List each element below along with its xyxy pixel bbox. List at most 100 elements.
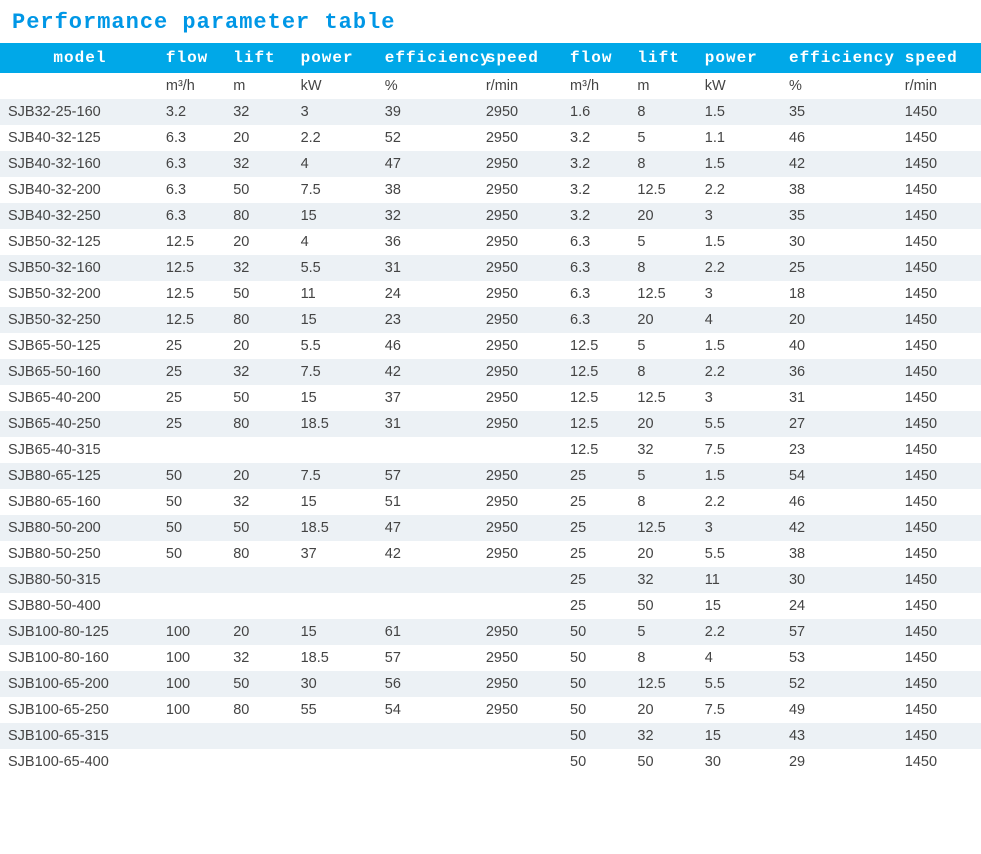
cell: 39 [377, 99, 478, 125]
cell: 25 [562, 593, 629, 619]
cell [225, 593, 292, 619]
cell: 2950 [478, 255, 562, 281]
cell [377, 593, 478, 619]
cell: SJB50-32-125 [0, 229, 158, 255]
cell: SJB65-50-125 [0, 333, 158, 359]
cell: 18.5 [293, 411, 377, 437]
cell: 32 [629, 437, 696, 463]
cell: 1450 [897, 359, 981, 385]
col-header-speed-2: speed [897, 43, 981, 73]
cell: 53 [781, 645, 897, 671]
cell: 2950 [478, 489, 562, 515]
cell: 50 [225, 177, 292, 203]
cell: 38 [781, 541, 897, 567]
cell: 31 [377, 411, 478, 437]
cell: 1.6 [562, 99, 629, 125]
cell [293, 567, 377, 593]
table-row: SJB65-40-20025501537295012.512.53311450 [0, 385, 981, 411]
cell: 18.5 [293, 645, 377, 671]
cell: 27 [781, 411, 897, 437]
cell: 30 [293, 671, 377, 697]
cell: 1450 [897, 593, 981, 619]
cell: 50 [562, 645, 629, 671]
cell: SJB65-40-200 [0, 385, 158, 411]
cell: 20 [225, 619, 292, 645]
cell: 1450 [897, 203, 981, 229]
cell [293, 437, 377, 463]
cell: 20 [629, 411, 696, 437]
cell: SJB80-50-200 [0, 515, 158, 541]
cell: 6.3 [562, 229, 629, 255]
cell: 18.5 [293, 515, 377, 541]
cell: 12.5 [629, 671, 696, 697]
col-header-power-2: power [697, 43, 781, 73]
cell: 1450 [897, 489, 981, 515]
cell: 80 [225, 541, 292, 567]
cell: 25 [562, 463, 629, 489]
cell: 32 [629, 567, 696, 593]
cell: 8 [629, 359, 696, 385]
cell: 32 [225, 99, 292, 125]
col-header-model: model [0, 43, 158, 73]
cell: SJB80-50-315 [0, 567, 158, 593]
unit-speed-1: r/min [478, 73, 562, 99]
cell: 18 [781, 281, 897, 307]
cell: 32 [377, 203, 478, 229]
performance-table: model flow lift power efficiency speed f… [0, 43, 981, 775]
table-row: SJB50-32-20012.550112429506.312.53181450 [0, 281, 981, 307]
cell: 2.2 [697, 489, 781, 515]
table-row: SJB80-50-200505018.54729502512.53421450 [0, 515, 981, 541]
cell [293, 749, 377, 775]
cell: 50 [225, 385, 292, 411]
cell: 1450 [897, 463, 981, 489]
cell: SJB100-80-125 [0, 619, 158, 645]
cell: 3.2 [562, 125, 629, 151]
cell: 25 [562, 515, 629, 541]
cell: SJB80-50-400 [0, 593, 158, 619]
cell: 80 [225, 203, 292, 229]
cell: 46 [781, 125, 897, 151]
cell: SJB65-50-160 [0, 359, 158, 385]
col-header-eff-2: efficiency [781, 43, 897, 73]
unit-speed-2: r/min [897, 73, 981, 99]
cell [225, 723, 292, 749]
cell: 3.2 [562, 151, 629, 177]
cell: 46 [377, 333, 478, 359]
cell: 38 [377, 177, 478, 203]
cell: 2950 [478, 203, 562, 229]
cell: 2950 [478, 671, 562, 697]
cell: 15 [697, 723, 781, 749]
cell: 1450 [897, 619, 981, 645]
cell: 50 [158, 515, 225, 541]
cell: 38 [781, 177, 897, 203]
cell [158, 567, 225, 593]
cell: 12.5 [562, 333, 629, 359]
cell: 5.5 [697, 411, 781, 437]
cell: 2950 [478, 619, 562, 645]
cell: 50 [158, 489, 225, 515]
cell: 20 [629, 203, 696, 229]
cell: 1450 [897, 749, 981, 775]
cell: 5 [629, 229, 696, 255]
cell: SJB65-40-315 [0, 437, 158, 463]
table-row: SJB40-32-2506.380153229503.2203351450 [0, 203, 981, 229]
cell: 15 [293, 203, 377, 229]
unit-eff-2: % [781, 73, 897, 99]
cell: 7.5 [293, 177, 377, 203]
cell: 1.1 [697, 125, 781, 151]
cell: 1450 [897, 515, 981, 541]
cell [377, 567, 478, 593]
cell: 5.5 [293, 333, 377, 359]
unit-eff-1: % [377, 73, 478, 99]
cell: 20 [629, 697, 696, 723]
cell: SJB40-32-125 [0, 125, 158, 151]
cell: 5.5 [293, 255, 377, 281]
cell: SJB50-32-200 [0, 281, 158, 307]
cell: 15 [697, 593, 781, 619]
cell: 7.5 [697, 697, 781, 723]
cell: 12.5 [562, 411, 629, 437]
cell: 1450 [897, 385, 981, 411]
cell: 32 [225, 255, 292, 281]
cell: 51 [377, 489, 478, 515]
cell: 3 [697, 203, 781, 229]
